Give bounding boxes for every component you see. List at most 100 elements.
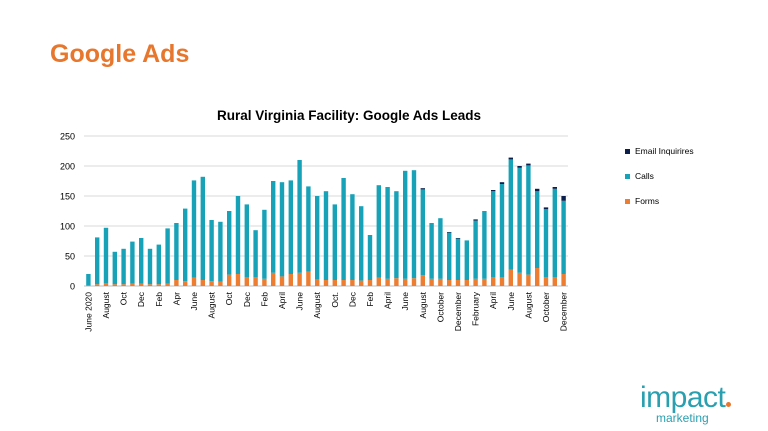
bar-forms [508,269,513,286]
bar-forms [297,272,302,286]
bar-calls [447,232,452,280]
bar-calls [473,220,478,279]
bar-forms [103,283,109,286]
bar-email-inquirires [526,163,531,166]
bar-forms [429,278,434,286]
bar-forms [403,278,408,286]
bar-forms [455,280,461,286]
bar-calls [244,204,249,277]
logo-wordmark: impact [640,383,732,413]
bar-calls [227,211,232,275]
x-tick-label: December [453,292,463,331]
x-tick-label: August [523,291,533,318]
y-tick-label: 100 [60,222,75,232]
y-tick-label: 50 [65,252,75,262]
bar-forms [306,271,311,286]
bar-email-inquirires [491,190,496,192]
bar-forms [279,276,285,286]
bar-forms [253,277,258,286]
bar-email-inquirires [543,207,549,210]
bar-calls [139,238,144,284]
bar-email-inquirires [420,188,425,190]
bar-email-inquirires [455,238,461,239]
bar-calls [455,238,461,280]
legend-swatch [625,149,630,154]
x-tick-label: Apr [171,292,181,305]
bar-email-inquirires [552,187,557,189]
bar-forms [367,280,373,286]
bar-calls [279,182,285,277]
bar-calls [561,200,566,274]
bar-calls [121,248,126,285]
bar-calls [411,170,417,279]
bar-forms [288,274,293,286]
bar-forms [86,285,91,286]
bar-calls [385,187,390,279]
bar-calls [332,204,337,280]
legend-label: Calls [635,171,654,181]
bar-calls [235,196,241,274]
bar-forms [323,280,329,286]
bars [86,157,566,286]
bar-calls [147,248,153,285]
bar-forms [227,274,232,286]
bar-calls [341,178,346,280]
bar-forms [147,284,153,286]
bar-email-inquirires [535,188,540,192]
bar-calls [262,209,267,279]
bar-calls [367,235,373,280]
x-tick-label: August [207,291,217,318]
y-tick-label: 0 [70,282,75,292]
bar-forms [262,278,267,286]
bar-forms [499,277,505,286]
bar-calls [359,206,364,281]
bar-calls [174,223,179,280]
bar-forms [174,280,179,286]
bar-calls [508,159,513,270]
bar-forms [359,280,364,286]
bar-calls [191,180,197,278]
x-tick-label: June 2020 [83,292,93,332]
chart-title: Rural Virginia Facility: Google Ads Lead… [217,108,481,123]
bar-forms [473,278,478,286]
bar-email-inquirires [473,219,478,221]
bar-calls [95,237,100,285]
bar-calls [429,223,434,279]
x-tick-label: June [295,292,305,311]
x-tick-label: Feb [154,292,164,307]
bar-forms [139,283,144,286]
bar-calls [420,189,425,276]
bar-forms [438,278,443,286]
bar-calls [517,167,522,273]
x-tick-label: December [559,292,569,331]
bar-calls [288,180,293,274]
bar-calls [376,185,381,278]
x-tick-label: October [541,292,551,322]
bar-calls [403,170,408,279]
bar-calls [218,221,223,282]
bar-forms [552,277,557,286]
bar-forms [95,284,100,286]
slide-title: Google Ads [50,40,190,68]
bar-forms [200,280,205,286]
bar-forms [332,280,337,286]
logo-dot [726,402,732,407]
bar-forms [165,283,170,286]
bar-forms [244,277,249,286]
bar-calls [323,191,329,280]
x-tick-label: August [101,291,111,318]
bar-forms [130,283,135,286]
bar-forms [420,275,425,286]
x-tick-label: Feb [259,292,269,307]
bar-forms [447,280,452,286]
legend-label: Email Inquirires [635,146,694,156]
bar-calls [112,251,117,285]
x-tick-label: April [383,292,393,309]
bar-forms [350,280,355,286]
bar-forms [341,280,346,286]
bar-calls [535,191,540,268]
bar-forms [385,278,390,286]
bar-forms [218,281,223,286]
bar-forms [376,277,381,286]
